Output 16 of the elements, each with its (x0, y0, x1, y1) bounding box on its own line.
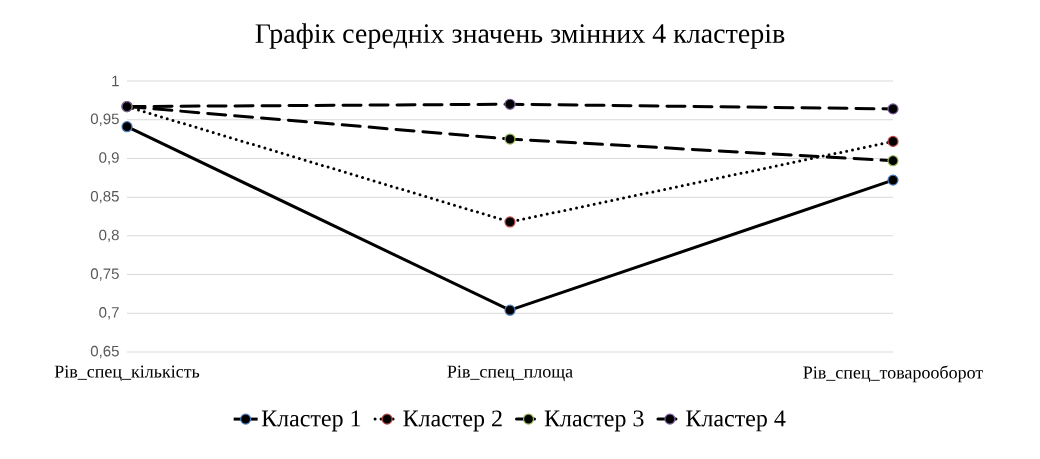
legend-label: Кластер 1 (261, 410, 361, 432)
x-tick-label: Рів_спец_товарооборот (803, 365, 983, 383)
legend-label: Кластер 3 (544, 410, 644, 432)
y-tick-label: 0,95 (90, 113, 119, 126)
y-tick-label: 0,8 (99, 229, 119, 243)
chart-title: Графік середніх значень змінних 4 кластерів (255, 23, 785, 49)
x-tick-label: Рів_спец_кількість (54, 365, 200, 381)
legend-label: Кластер 2 (403, 410, 502, 432)
legend-label: Кластер 4 (686, 410, 786, 432)
y-tick-label: 0,7 (99, 307, 119, 320)
y-tick-label: 1 (112, 75, 119, 87)
y-tick-label: 0,75 (90, 268, 119, 281)
y-tick-label: 0,65 (90, 345, 119, 359)
y-tick-label: 0,85 (90, 190, 119, 204)
x-tick-label: Рів_спец_площа (447, 365, 573, 382)
y-tick-label: 0,9 (99, 152, 119, 165)
